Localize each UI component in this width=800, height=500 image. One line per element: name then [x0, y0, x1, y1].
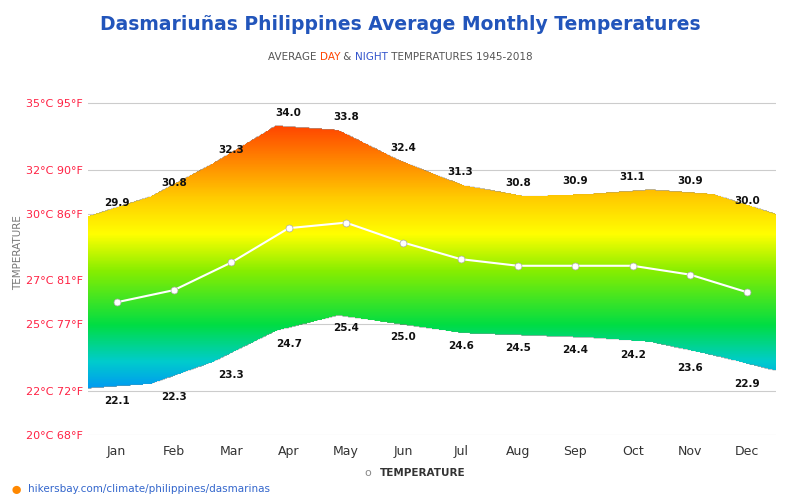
Text: DAY: DAY	[319, 52, 340, 62]
Text: AVERAGE: AVERAGE	[268, 52, 319, 62]
Y-axis label: TEMPERATURE: TEMPERATURE	[14, 215, 23, 290]
Text: 34.0: 34.0	[276, 108, 302, 118]
Text: 22.9: 22.9	[734, 378, 760, 388]
Text: 24.7: 24.7	[276, 339, 302, 349]
Text: 23.3: 23.3	[218, 370, 244, 380]
Text: 32.3: 32.3	[218, 145, 244, 155]
Text: 29.9: 29.9	[104, 198, 130, 208]
Text: o: o	[365, 468, 371, 477]
Text: 31.3: 31.3	[448, 168, 474, 177]
Text: hikersbay.com/climate/philippines/dasmarinas: hikersbay.com/climate/philippines/dasmar…	[28, 484, 270, 494]
Text: 32.4: 32.4	[390, 143, 416, 153]
Text: 25.0: 25.0	[390, 332, 416, 342]
Text: 31.1: 31.1	[620, 172, 646, 181]
Text: ⬤: ⬤	[12, 485, 22, 494]
Text: 22.1: 22.1	[104, 396, 130, 406]
Text: 25.4: 25.4	[333, 324, 359, 334]
Text: 30.0: 30.0	[734, 196, 760, 206]
Text: 24.2: 24.2	[620, 350, 646, 360]
Text: 30.9: 30.9	[562, 176, 588, 186]
Text: &: &	[340, 52, 354, 62]
Text: TEMPERATURES 1945-2018: TEMPERATURES 1945-2018	[387, 52, 532, 62]
Text: Dasmariuñas Philippines Average Monthly Temperatures: Dasmariuñas Philippines Average Monthly …	[100, 15, 700, 34]
Text: 30.8: 30.8	[161, 178, 187, 188]
Text: 33.8: 33.8	[333, 112, 359, 122]
Text: 30.9: 30.9	[677, 176, 703, 186]
Text: TEMPERATURE: TEMPERATURE	[380, 468, 466, 477]
Text: 24.6: 24.6	[448, 341, 474, 351]
Text: 22.3: 22.3	[161, 392, 187, 402]
Text: 23.6: 23.6	[677, 363, 703, 373]
Text: NIGHT: NIGHT	[354, 52, 387, 62]
Text: 30.8: 30.8	[505, 178, 531, 188]
Text: 24.4: 24.4	[562, 346, 588, 356]
Text: 24.5: 24.5	[505, 343, 531, 353]
